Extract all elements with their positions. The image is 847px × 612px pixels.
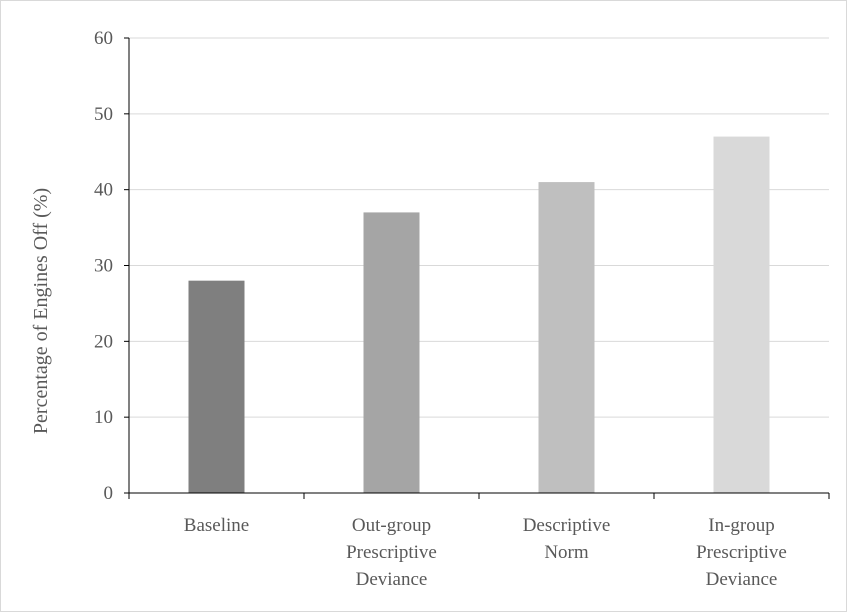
bar (363, 212, 420, 493)
x-category-label: Baseline (184, 515, 249, 536)
x-category-label-line: Deviance (356, 569, 428, 590)
y-tick-label: 60 (94, 28, 113, 49)
x-category-label-line: Out-group (352, 515, 431, 536)
y-tick-labels: 0 10 20 30 40 50 60 (94, 28, 113, 504)
y-tick-label: 30 (94, 256, 113, 277)
x-category-label-line: Prescriptive (696, 542, 787, 563)
x-category-label: Descriptive Norm (523, 515, 611, 563)
y-tick-label: 20 (94, 331, 113, 352)
x-category-label-line: Norm (544, 542, 589, 563)
x-category-label: In-group Prescriptive Deviance (696, 515, 787, 590)
bar (538, 182, 595, 494)
x-category-label: Out-group Prescriptive Deviance (346, 515, 437, 590)
y-tick-label: 50 (94, 104, 113, 125)
x-category-labels: Baseline Out-group Prescriptive Deviance Des… (184, 515, 787, 590)
bars (188, 136, 770, 494)
x-category-label-line: Prescriptive (346, 542, 437, 563)
y-tick-label: 40 (94, 180, 113, 201)
bar (713, 136, 770, 494)
gridlines (129, 37, 829, 418)
axes (124, 37, 830, 499)
y-tick-label: 0 (104, 483, 114, 504)
y-axis-title: Percentage of Engines Off (%) (30, 188, 52, 434)
y-tick-label: 10 (94, 407, 113, 428)
x-category-label-line: Baseline (184, 515, 249, 536)
x-category-label-line: In-group (708, 515, 774, 536)
bar (188, 280, 245, 493)
x-category-label-line: Descriptive (523, 515, 611, 536)
x-category-label-line: Deviance (706, 569, 778, 590)
